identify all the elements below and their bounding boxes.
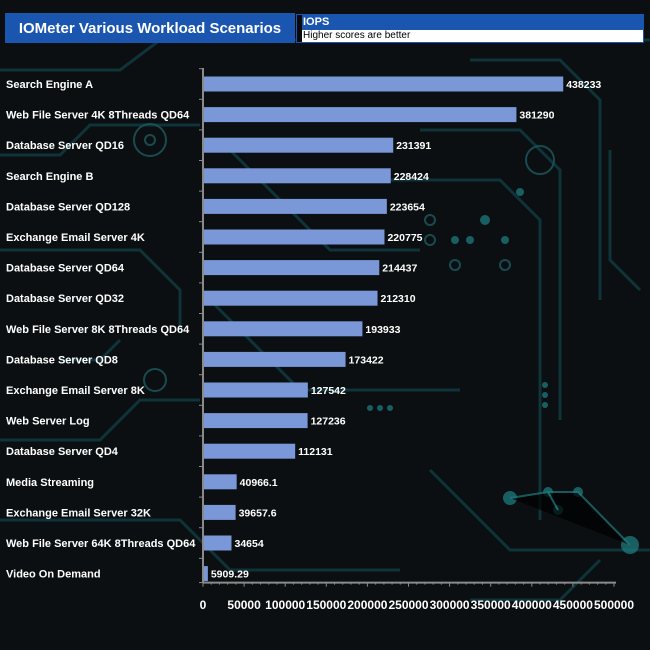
category-label: Web Server Log	[6, 416, 90, 428]
value-label: 127236	[311, 416, 346, 428]
bar	[203, 351, 346, 367]
x-tick-label: 300000	[430, 598, 470, 612]
bar	[203, 198, 387, 214]
value-label: 5909.29	[211, 569, 249, 581]
value-label: 438233	[566, 79, 601, 91]
value-label: 127542	[311, 385, 346, 397]
bar	[203, 413, 308, 429]
legend-metric: IOPS	[297, 15, 643, 30]
x-tick-label: 150000	[306, 598, 346, 612]
value-label: 40966.1	[240, 477, 278, 489]
x-tick-label: 200000	[347, 598, 387, 612]
category-label: Search Engine A	[6, 79, 93, 91]
category-label: Search Engine B	[6, 171, 93, 183]
bar	[203, 443, 296, 459]
category-label: Database Server QD16	[6, 140, 124, 152]
value-label: 231391	[396, 140, 431, 152]
value-label: 381290	[519, 110, 554, 122]
value-label: 212310	[381, 293, 416, 305]
value-label: 34654	[234, 538, 263, 550]
value-label: 228424	[394, 171, 429, 183]
category-label: Database Server QD8	[6, 354, 118, 366]
category-label: Exchange Email Server 4K	[6, 232, 145, 244]
x-tick-label: 450000	[553, 598, 593, 612]
value-label: 223654	[390, 201, 425, 213]
bar	[203, 290, 378, 306]
category-label: Database Server QD4	[6, 446, 119, 458]
x-tick-label: 50000	[227, 598, 261, 612]
category-label: Web File Server 4K 8Threads QD64	[6, 110, 190, 122]
value-label: 173422	[349, 354, 384, 366]
category-label: Media Streaming	[6, 477, 94, 489]
bar	[203, 76, 564, 92]
value-label: 193933	[365, 324, 400, 336]
value-label: 112131	[298, 446, 333, 458]
bar	[203, 382, 308, 398]
category-label: Web File Server 64K 8Threads QD64	[6, 538, 196, 550]
category-label: Database Server QD128	[6, 201, 130, 213]
category-label: Database Server QD64	[6, 263, 125, 275]
x-tick-label: 350000	[471, 598, 511, 612]
category-label: Exchange Email Server 32K	[6, 507, 151, 519]
bar	[203, 107, 517, 123]
chart-title: IOMeter Various Workload Scenarios	[5, 13, 295, 43]
x-tick-label: 400000	[512, 598, 552, 612]
bar	[203, 260, 380, 276]
value-label: 220775	[387, 232, 422, 244]
category-label: Web File Server 8K 8Threads QD64	[6, 324, 190, 336]
bar	[203, 474, 237, 490]
legend-swatch	[297, 15, 302, 42]
category-label: Video On Demand	[6, 569, 101, 581]
x-tick-label: 100000	[265, 598, 305, 612]
x-tick-label: 500000	[594, 598, 634, 612]
legend-note: Higher scores are better	[303, 30, 411, 41]
bar	[203, 168, 391, 184]
value-label: 214437	[382, 263, 417, 275]
bar	[203, 566, 208, 582]
category-label: Database Server QD32	[6, 293, 124, 305]
bar	[203, 535, 232, 551]
bar	[203, 137, 394, 153]
category-label: Exchange Email Server 8K	[6, 385, 145, 397]
bar	[203, 321, 363, 337]
value-label: 39657.6	[239, 507, 277, 519]
x-tick-label: 250000	[388, 598, 428, 612]
bar	[203, 229, 385, 245]
legend: IOPS Higher scores are better	[296, 14, 644, 43]
bar	[203, 504, 236, 520]
x-tick-label: 0	[200, 598, 207, 612]
